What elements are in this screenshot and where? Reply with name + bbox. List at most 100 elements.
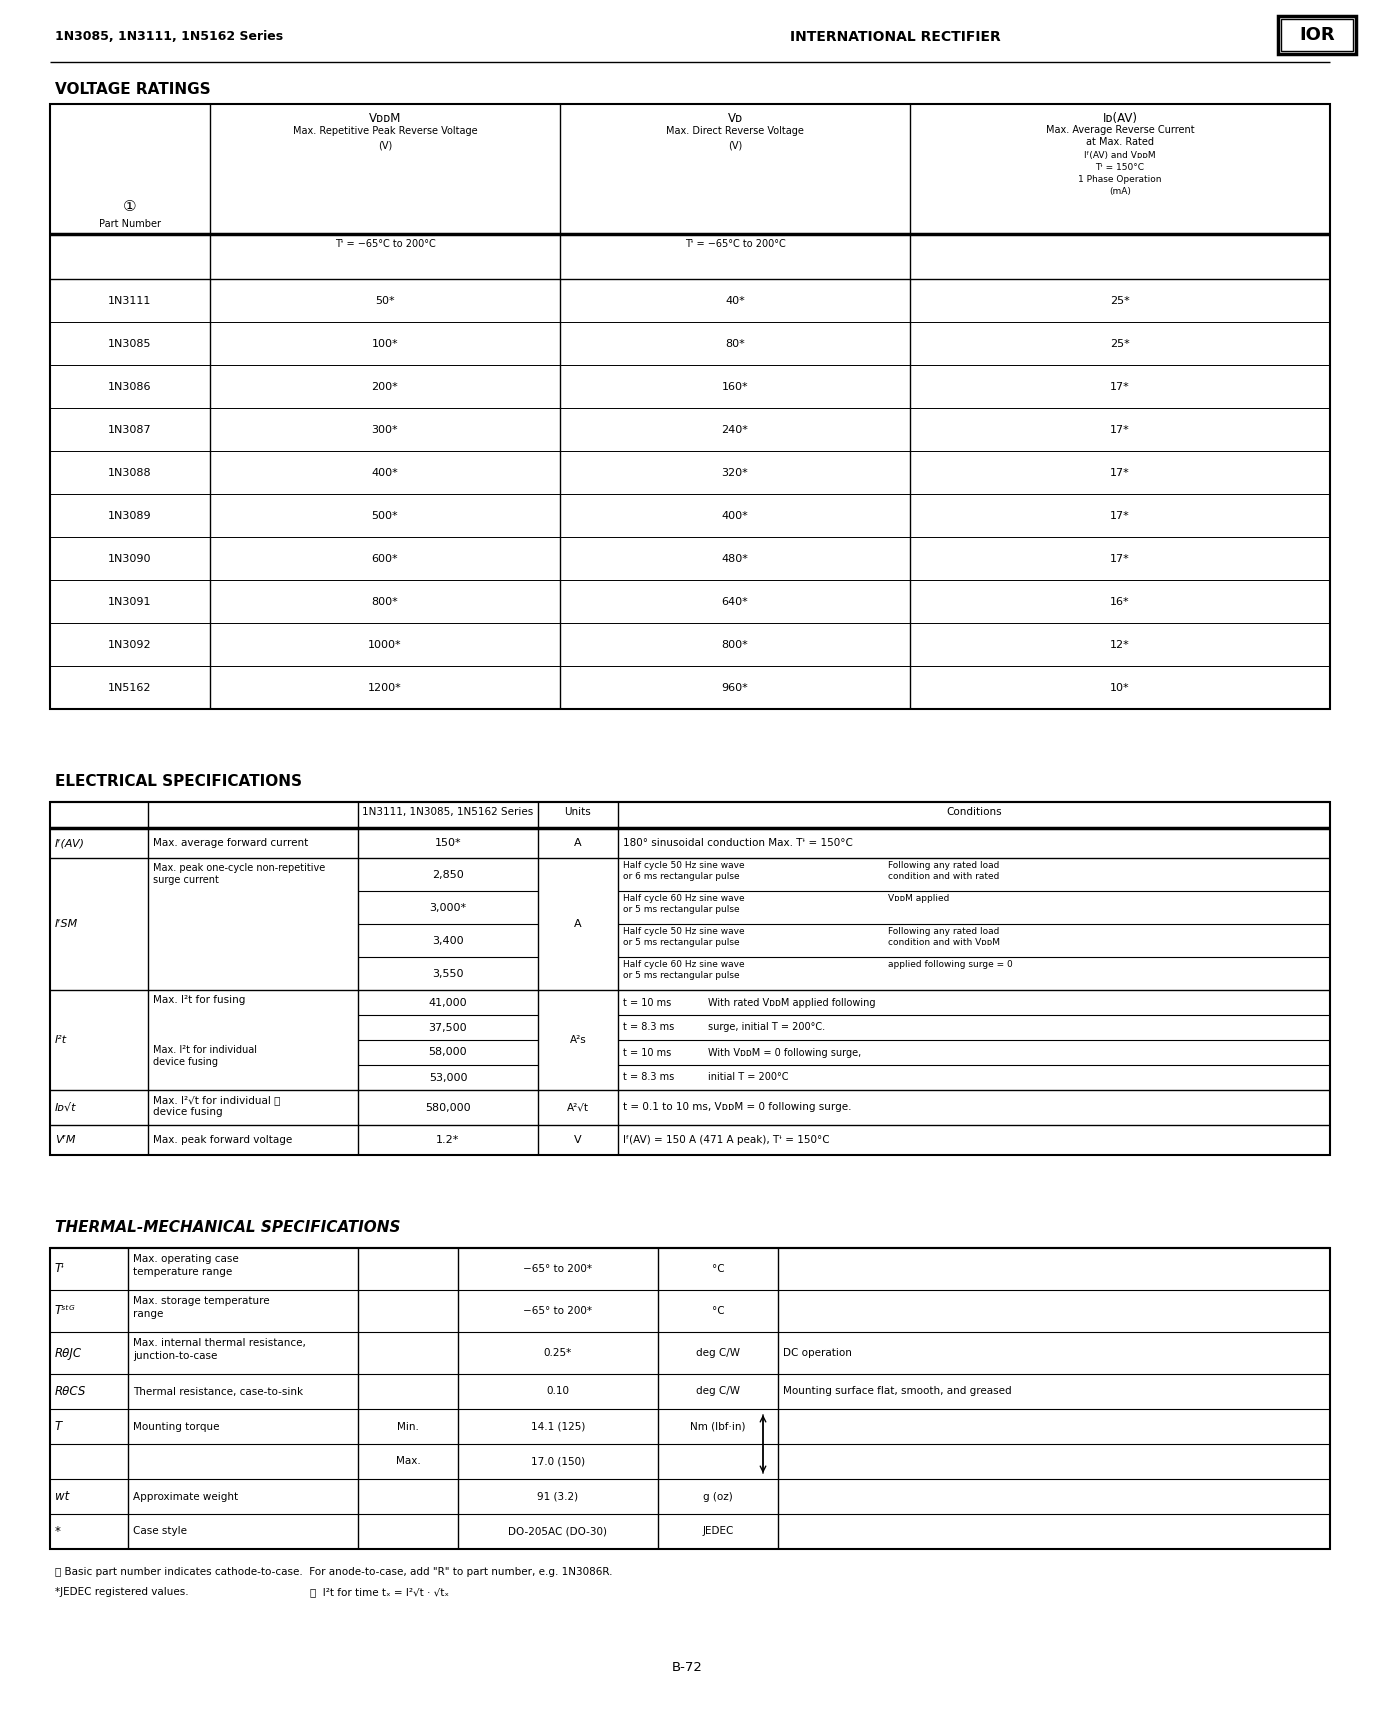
Text: Max. average forward current: Max. average forward current — [153, 837, 308, 847]
Text: 37,500: 37,500 — [429, 1022, 468, 1032]
Text: 1N5162: 1N5162 — [109, 683, 151, 692]
Text: Approximate weight: Approximate weight — [133, 1491, 238, 1501]
Text: 3,000*: 3,000* — [429, 902, 466, 912]
Text: Max. Repetitive Peak Reverse Voltage: Max. Repetitive Peak Reverse Voltage — [293, 127, 477, 135]
Text: 1N3089: 1N3089 — [109, 510, 151, 520]
Text: VOLTAGE RATINGS: VOLTAGE RATINGS — [55, 82, 210, 98]
Text: With VᴅᴅM = 0 following surge,: With VᴅᴅM = 0 following surge, — [708, 1048, 861, 1058]
Text: V: V — [575, 1135, 582, 1145]
Text: Nm (lbf·in): Nm (lbf·in) — [690, 1421, 745, 1431]
Text: 1N3087: 1N3087 — [109, 425, 151, 435]
Text: Following any rated load: Following any rated load — [888, 926, 1000, 936]
Text: Iᴅ(AV): Iᴅ(AV) — [1103, 111, 1137, 125]
Text: 100*: 100* — [371, 339, 399, 349]
Text: ELECTRICAL SPECIFICATIONS: ELECTRICAL SPECIFICATIONS — [55, 774, 302, 789]
Text: 240*: 240* — [722, 425, 748, 435]
Text: t = 8.3 ms: t = 8.3 ms — [623, 1022, 674, 1032]
Text: (V): (V) — [378, 140, 392, 151]
Text: Tˢᵗᴳ: Tˢᵗᴳ — [55, 1305, 76, 1318]
Text: 80*: 80* — [725, 339, 745, 349]
Text: Max. peak one-cycle non-repetitive: Max. peak one-cycle non-repetitive — [153, 863, 326, 873]
Text: IᶠSM: IᶠSM — [55, 919, 78, 930]
Text: 41,000: 41,000 — [429, 998, 468, 1007]
Text: t = 0.1 to 10 ms, VᴅᴅM = 0 following surge.: t = 0.1 to 10 ms, VᴅᴅM = 0 following sur… — [623, 1103, 851, 1113]
Text: Iᶠ(AV) and VᴅᴅM: Iᶠ(AV) and VᴅᴅM — [1084, 151, 1156, 159]
Text: 1N3111: 1N3111 — [109, 296, 151, 305]
Text: or 5 ms rectangular pulse: or 5 ms rectangular pulse — [623, 906, 740, 914]
Text: Case style: Case style — [133, 1527, 187, 1536]
Text: 600*: 600* — [371, 553, 399, 563]
Bar — [1282, 19, 1353, 51]
Text: ⓙ  I²t for time tₓ = I²√t · √tₓ: ⓙ I²t for time tₓ = I²√t · √tₓ — [309, 1587, 450, 1597]
Text: 1N3085: 1N3085 — [109, 339, 151, 349]
Text: initial T = 200°C: initial T = 200°C — [708, 1072, 788, 1082]
Text: 1N3092: 1N3092 — [109, 640, 151, 649]
Text: junction-to-case: junction-to-case — [133, 1351, 217, 1361]
Text: 320*: 320* — [722, 467, 748, 478]
Text: A²s: A²s — [569, 1036, 586, 1044]
Text: Tᶤ = −65°C to 200°C: Tᶤ = −65°C to 200°C — [334, 240, 436, 248]
Text: 25*: 25* — [1110, 296, 1130, 305]
Text: or 5 ms rectangular pulse: or 5 ms rectangular pulse — [623, 971, 740, 979]
Text: condition and with rated: condition and with rated — [888, 871, 1000, 882]
Text: 2,850: 2,850 — [432, 870, 463, 880]
Text: Thermal resistance, case-to-sink: Thermal resistance, case-to-sink — [133, 1387, 302, 1397]
Text: THERMAL-MECHANICAL SPECIFICATIONS: THERMAL-MECHANICAL SPECIFICATIONS — [55, 1221, 400, 1234]
Text: Min.: Min. — [397, 1421, 419, 1431]
Text: 0.10: 0.10 — [546, 1387, 569, 1397]
Text: −65° to 200*: −65° to 200* — [524, 1306, 593, 1317]
Text: Iᶠ(AV): Iᶠ(AV) — [55, 837, 85, 847]
Text: 14.1 (125): 14.1 (125) — [531, 1421, 586, 1431]
Text: t = 10 ms: t = 10 ms — [623, 998, 671, 1007]
Text: Half cycle 50 Hz sine wave: Half cycle 50 Hz sine wave — [623, 926, 745, 936]
Text: 3,550: 3,550 — [432, 969, 463, 979]
Text: deg C/W: deg C/W — [696, 1387, 740, 1397]
Text: Max. Average Reverse Current: Max. Average Reverse Current — [1045, 125, 1195, 135]
Text: Units: Units — [565, 806, 591, 817]
Text: A: A — [575, 919, 582, 930]
Text: A²√t: A²√t — [566, 1103, 588, 1113]
Text: 800*: 800* — [722, 640, 748, 649]
Bar — [49, 1248, 1330, 1549]
Text: 1N3085, 1N3111, 1N5162 Series: 1N3085, 1N3111, 1N5162 Series — [55, 31, 283, 43]
Text: 300*: 300* — [371, 425, 399, 435]
Text: t = 8.3 ms: t = 8.3 ms — [623, 1072, 674, 1082]
Text: 150*: 150* — [434, 837, 461, 847]
Text: applied following surge = 0: applied following surge = 0 — [888, 960, 1013, 969]
Text: Max. internal thermal resistance,: Max. internal thermal resistance, — [133, 1339, 305, 1347]
Text: device fusing: device fusing — [153, 1056, 219, 1067]
Text: 1200*: 1200* — [368, 683, 401, 692]
Text: VᴅᴅM applied: VᴅᴅM applied — [888, 894, 949, 902]
Text: 580,000: 580,000 — [425, 1103, 470, 1113]
Text: B-72: B-72 — [671, 1661, 703, 1674]
Text: wt: wt — [55, 1489, 69, 1503]
Text: 1N3091: 1N3091 — [109, 596, 151, 606]
Text: t = 10 ms: t = 10 ms — [623, 1048, 671, 1058]
Text: Part Number: Part Number — [99, 219, 161, 229]
Text: A: A — [575, 837, 582, 847]
Text: 17*: 17* — [1110, 510, 1130, 520]
Text: 1N3111, 1N3085, 1N5162 Series: 1N3111, 1N3085, 1N5162 Series — [363, 806, 534, 817]
Text: 10*: 10* — [1110, 683, 1130, 692]
Text: Max. I²√t for individual ⓘ: Max. I²√t for individual ⓘ — [153, 1096, 280, 1104]
Text: 1000*: 1000* — [368, 640, 401, 649]
Text: 960*: 960* — [722, 683, 748, 692]
Text: surge, initial T = 200°C.: surge, initial T = 200°C. — [708, 1022, 825, 1032]
Text: 25*: 25* — [1110, 339, 1130, 349]
Text: −65° to 200*: −65° to 200* — [524, 1263, 593, 1274]
Text: 1N3088: 1N3088 — [109, 467, 151, 478]
Text: 17*: 17* — [1110, 425, 1130, 435]
Text: 400*: 400* — [371, 467, 399, 478]
Bar — [49, 104, 1330, 709]
Text: Half cycle 60 Hz sine wave: Half cycle 60 Hz sine wave — [623, 894, 745, 902]
Text: Vᴅ: Vᴅ — [727, 111, 742, 125]
Text: 17.0 (150): 17.0 (150) — [531, 1457, 584, 1467]
Text: VᶠM: VᶠM — [55, 1135, 76, 1145]
Text: DC operation: DC operation — [782, 1347, 852, 1358]
Text: condition and with VᴅᴅM: condition and with VᴅᴅM — [888, 938, 1000, 947]
Text: or 5 ms rectangular pulse: or 5 ms rectangular pulse — [623, 938, 740, 947]
Text: With rated VᴅᴅM applied following: With rated VᴅᴅM applied following — [708, 998, 876, 1007]
Text: T: T — [55, 1419, 62, 1433]
Text: 640*: 640* — [722, 596, 748, 606]
Text: 1N3086: 1N3086 — [109, 382, 151, 392]
